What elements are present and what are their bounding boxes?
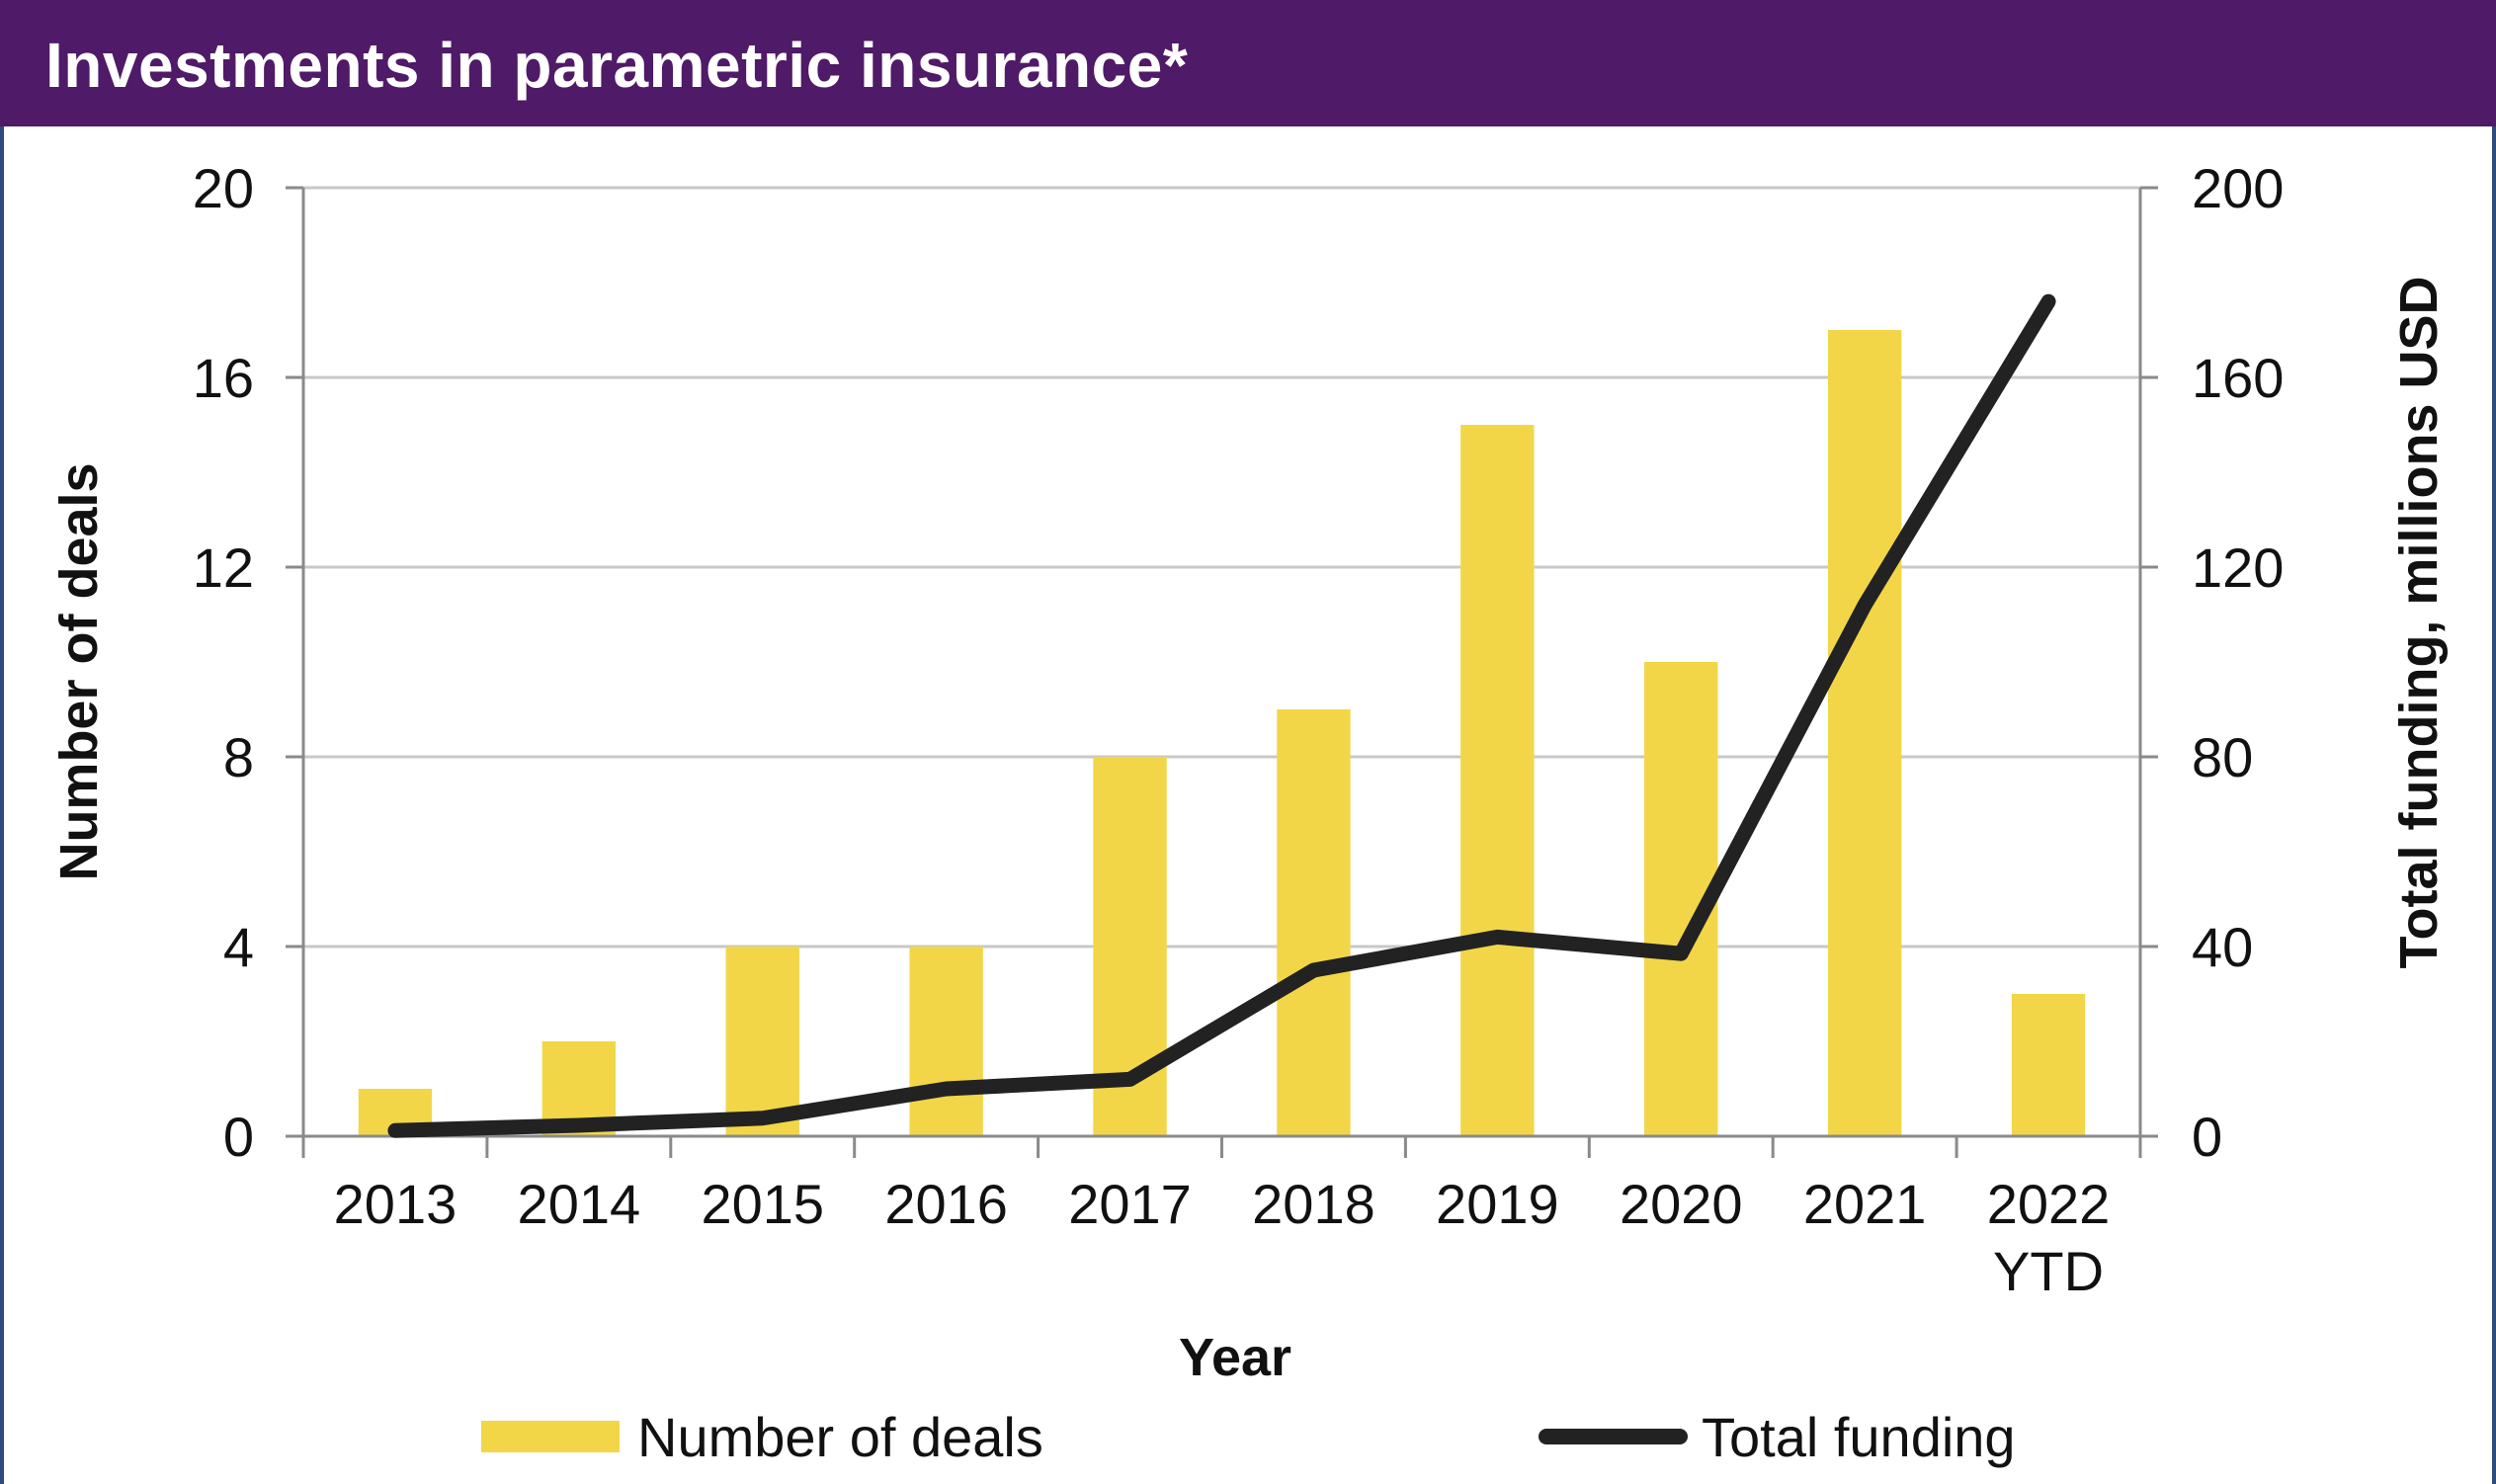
left-tick-label: 4 xyxy=(223,916,254,978)
x-tick-label: 2022 xyxy=(1987,1173,2111,1235)
left-tick-label: 0 xyxy=(223,1106,254,1168)
legend: Number of deals Total funding xyxy=(481,1406,2016,1468)
legend-label-total-funding: Total funding xyxy=(1702,1406,2016,1468)
legend-swatch-number-of-deals xyxy=(481,1421,620,1452)
x-tick-label: 2019 xyxy=(1436,1173,1559,1235)
bar-2015 xyxy=(725,947,799,1136)
left-tick-label: 20 xyxy=(193,157,254,219)
x-tick-label: 2016 xyxy=(884,1173,1008,1235)
x-tick-label: 2020 xyxy=(1620,1173,1743,1235)
x-tick-label: 2021 xyxy=(1803,1173,1927,1235)
right-tick-label: 160 xyxy=(2192,347,2284,409)
right-tick-label: 120 xyxy=(2192,536,2284,599)
line-series-total-funding xyxy=(387,293,2056,1138)
x-axis-tick-labels: 2013 2014 2015 2016 2017 2018 2019 2020 2021 2022… xyxy=(334,1173,2111,1302)
right-tick-label: 0 xyxy=(2192,1106,2222,1168)
x-axis-title: Year xyxy=(1179,1328,1291,1387)
bar-2019 xyxy=(1460,425,1535,1136)
x-tick-label: YTD xyxy=(1993,1240,2104,1302)
legend-label-number-of-deals: Number of deals xyxy=(637,1406,1043,1468)
bar-2022-ytd xyxy=(2011,994,2086,1136)
left-tick-label: 16 xyxy=(193,347,254,409)
x-tick-label: 2015 xyxy=(701,1173,824,1235)
right-tick-label: 80 xyxy=(2192,726,2253,788)
bar-2018 xyxy=(1277,709,1351,1136)
chart-header: Investments in parametric insurance* xyxy=(0,0,2496,126)
bar-series-number-of-deals xyxy=(358,330,2086,1136)
bar-2021 xyxy=(1827,330,1902,1136)
left-tick-label: 12 xyxy=(193,536,254,599)
right-axis-title: Total funding, millions USD xyxy=(2389,277,2449,969)
x-tick-label: 2013 xyxy=(334,1173,458,1235)
x-tick-label: 2017 xyxy=(1068,1173,1192,1235)
chart-title: Investments in parametric insurance* xyxy=(45,30,1189,101)
axes xyxy=(286,186,2158,1158)
left-tick-label: 8 xyxy=(223,726,254,788)
funding-line xyxy=(387,293,2056,1138)
right-tick-label: 40 xyxy=(2192,916,2253,978)
x-tick-label: 2018 xyxy=(1252,1173,1375,1235)
left-axis-title: Number of deals xyxy=(49,462,109,880)
left-axis-tick-labels: 0 4 8 12 16 20 xyxy=(193,157,254,1168)
bar-2016 xyxy=(909,947,983,1136)
right-axis-tick-labels: 0 40 80 120 160 200 xyxy=(2192,157,2284,1168)
right-tick-label: 200 xyxy=(2192,157,2284,219)
x-tick-label: 2014 xyxy=(518,1173,641,1235)
